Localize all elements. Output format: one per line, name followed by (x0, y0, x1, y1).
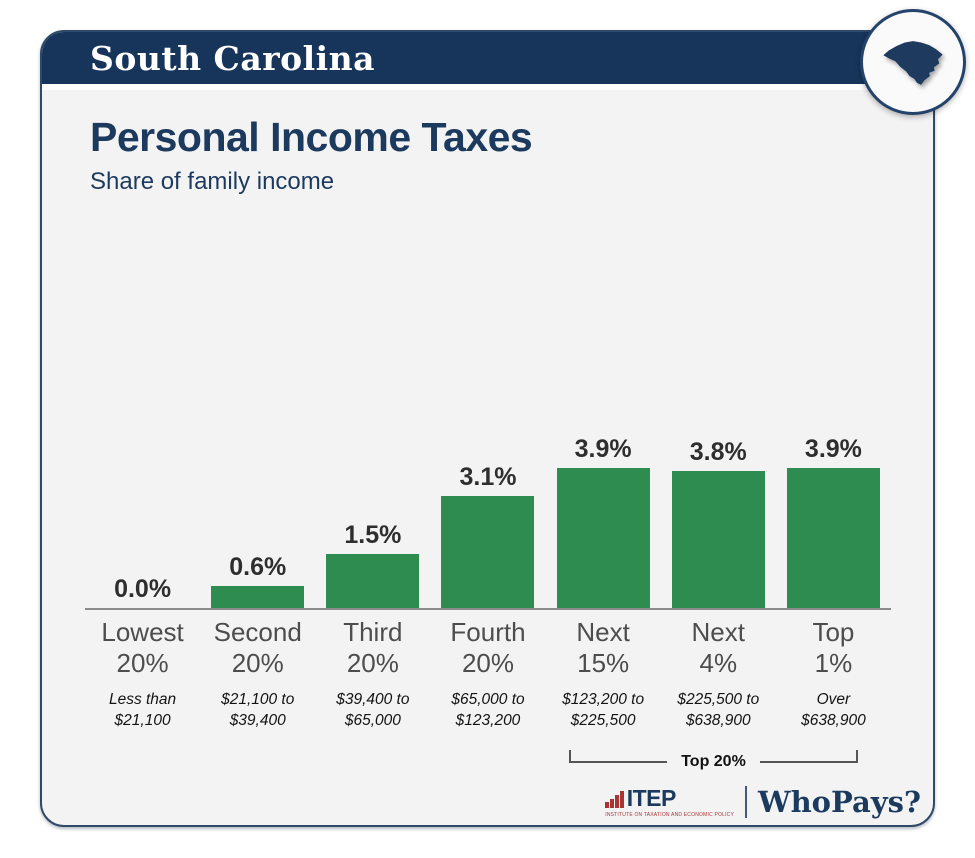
category-label: Fourth 20% (450, 617, 526, 678)
bar (786, 467, 880, 608)
state-report-card: South Carolina Personal Income Taxes Sha… (40, 30, 935, 827)
itep-barchart-icon (605, 790, 624, 810)
state-shape-badge (860, 9, 966, 115)
category-label: Second 20% (213, 617, 302, 678)
bar (441, 496, 535, 608)
bar-slot: 3.9% (776, 434, 891, 608)
page-title: Personal Income Taxes (90, 114, 533, 160)
bracket-line-right (759, 750, 859, 763)
income-range-label: $65,000 to $123,200 (451, 691, 525, 729)
whopays-logo: WhoPays? (758, 784, 921, 819)
category-label: Next 15% (576, 617, 630, 678)
bracket-label: Top 20% (681, 753, 746, 770)
footer-logos: ITEP INSTITUTE ON TAXATION AND ECONOMIC … (605, 786, 921, 818)
bar-slot: 0.6% (200, 555, 315, 608)
income-range-label: Less than $21,100 (108, 691, 177, 729)
bar-value-label: 3.9% (574, 434, 632, 463)
bar-slot: 3.9% (546, 434, 661, 608)
bar-value-label: 3.1% (459, 463, 517, 492)
top-20-bracket: Top 20% (569, 743, 859, 770)
south-carolina-state-icon (883, 41, 943, 85)
bar-value-label: 1.5% (344, 521, 402, 549)
bar (211, 586, 305, 608)
income-range-label: $225,500 to $638,900 (677, 691, 760, 729)
income-range-label: Over $638,900 (801, 691, 866, 729)
bar-value-label: 3.8% (689, 438, 747, 467)
title-block: Personal Income Taxes Share of family in… (42, 90, 933, 196)
income-range-label: $39,400 to $65,000 (336, 691, 410, 729)
x-axis-line (85, 608, 891, 610)
bracket-row: Top 20% (85, 743, 891, 770)
state-name: South Carolina (90, 38, 376, 78)
itep-tagline: INSTITUTE ON TAXATION AND ECONOMIC POLIC… (605, 811, 735, 818)
itep-logo-top: ITEP (605, 784, 677, 811)
itep-logo: ITEP INSTITUTE ON TAXATION AND ECONOMIC … (605, 784, 735, 818)
page-subtitle: Share of family income (90, 168, 335, 196)
category-label: Top 1% (812, 617, 855, 678)
bar-slot: 1.5% (315, 523, 430, 608)
bar-slot: 0.0% (85, 577, 200, 608)
footer-divider (745, 786, 748, 818)
bar-chart: 0.0% 0.6% 1.5% 3.1% 3.9% 3.8% 3.9% Lowest 20% Se… (85, 428, 891, 770)
header-band: South Carolina (42, 32, 933, 90)
category-label: Next 4% (691, 617, 745, 678)
bar-value-label: 0.6% (229, 553, 287, 582)
range-row: Less than $21,100 $21,100 to $39,400 $39,400… (85, 689, 891, 731)
bar (556, 467, 650, 608)
bracket-line-left (569, 750, 668, 763)
bar-slot: 3.1% (430, 465, 545, 608)
category-row: Lowest 20% Second 20% Third 20% Fourth 20% Next 1… (85, 617, 891, 679)
bar (326, 554, 420, 608)
bar-slot: 3.8% (661, 440, 776, 608)
bar-value-label: 3.9% (804, 434, 862, 463)
category-label: Third 20% (343, 617, 403, 678)
category-label: Lowest 20% (101, 617, 184, 678)
bars-row: 0.0% 0.6% 1.5% 3.1% 3.9% 3.8% 3.9% (85, 428, 891, 608)
bar (671, 471, 765, 608)
bar-value-label: 0.0% (114, 575, 172, 603)
income-range-label: $21,100 to $39,400 (221, 691, 295, 729)
income-range-label: $123,200 to $225,500 (562, 691, 645, 729)
itep-acronym: ITEP (626, 784, 677, 811)
